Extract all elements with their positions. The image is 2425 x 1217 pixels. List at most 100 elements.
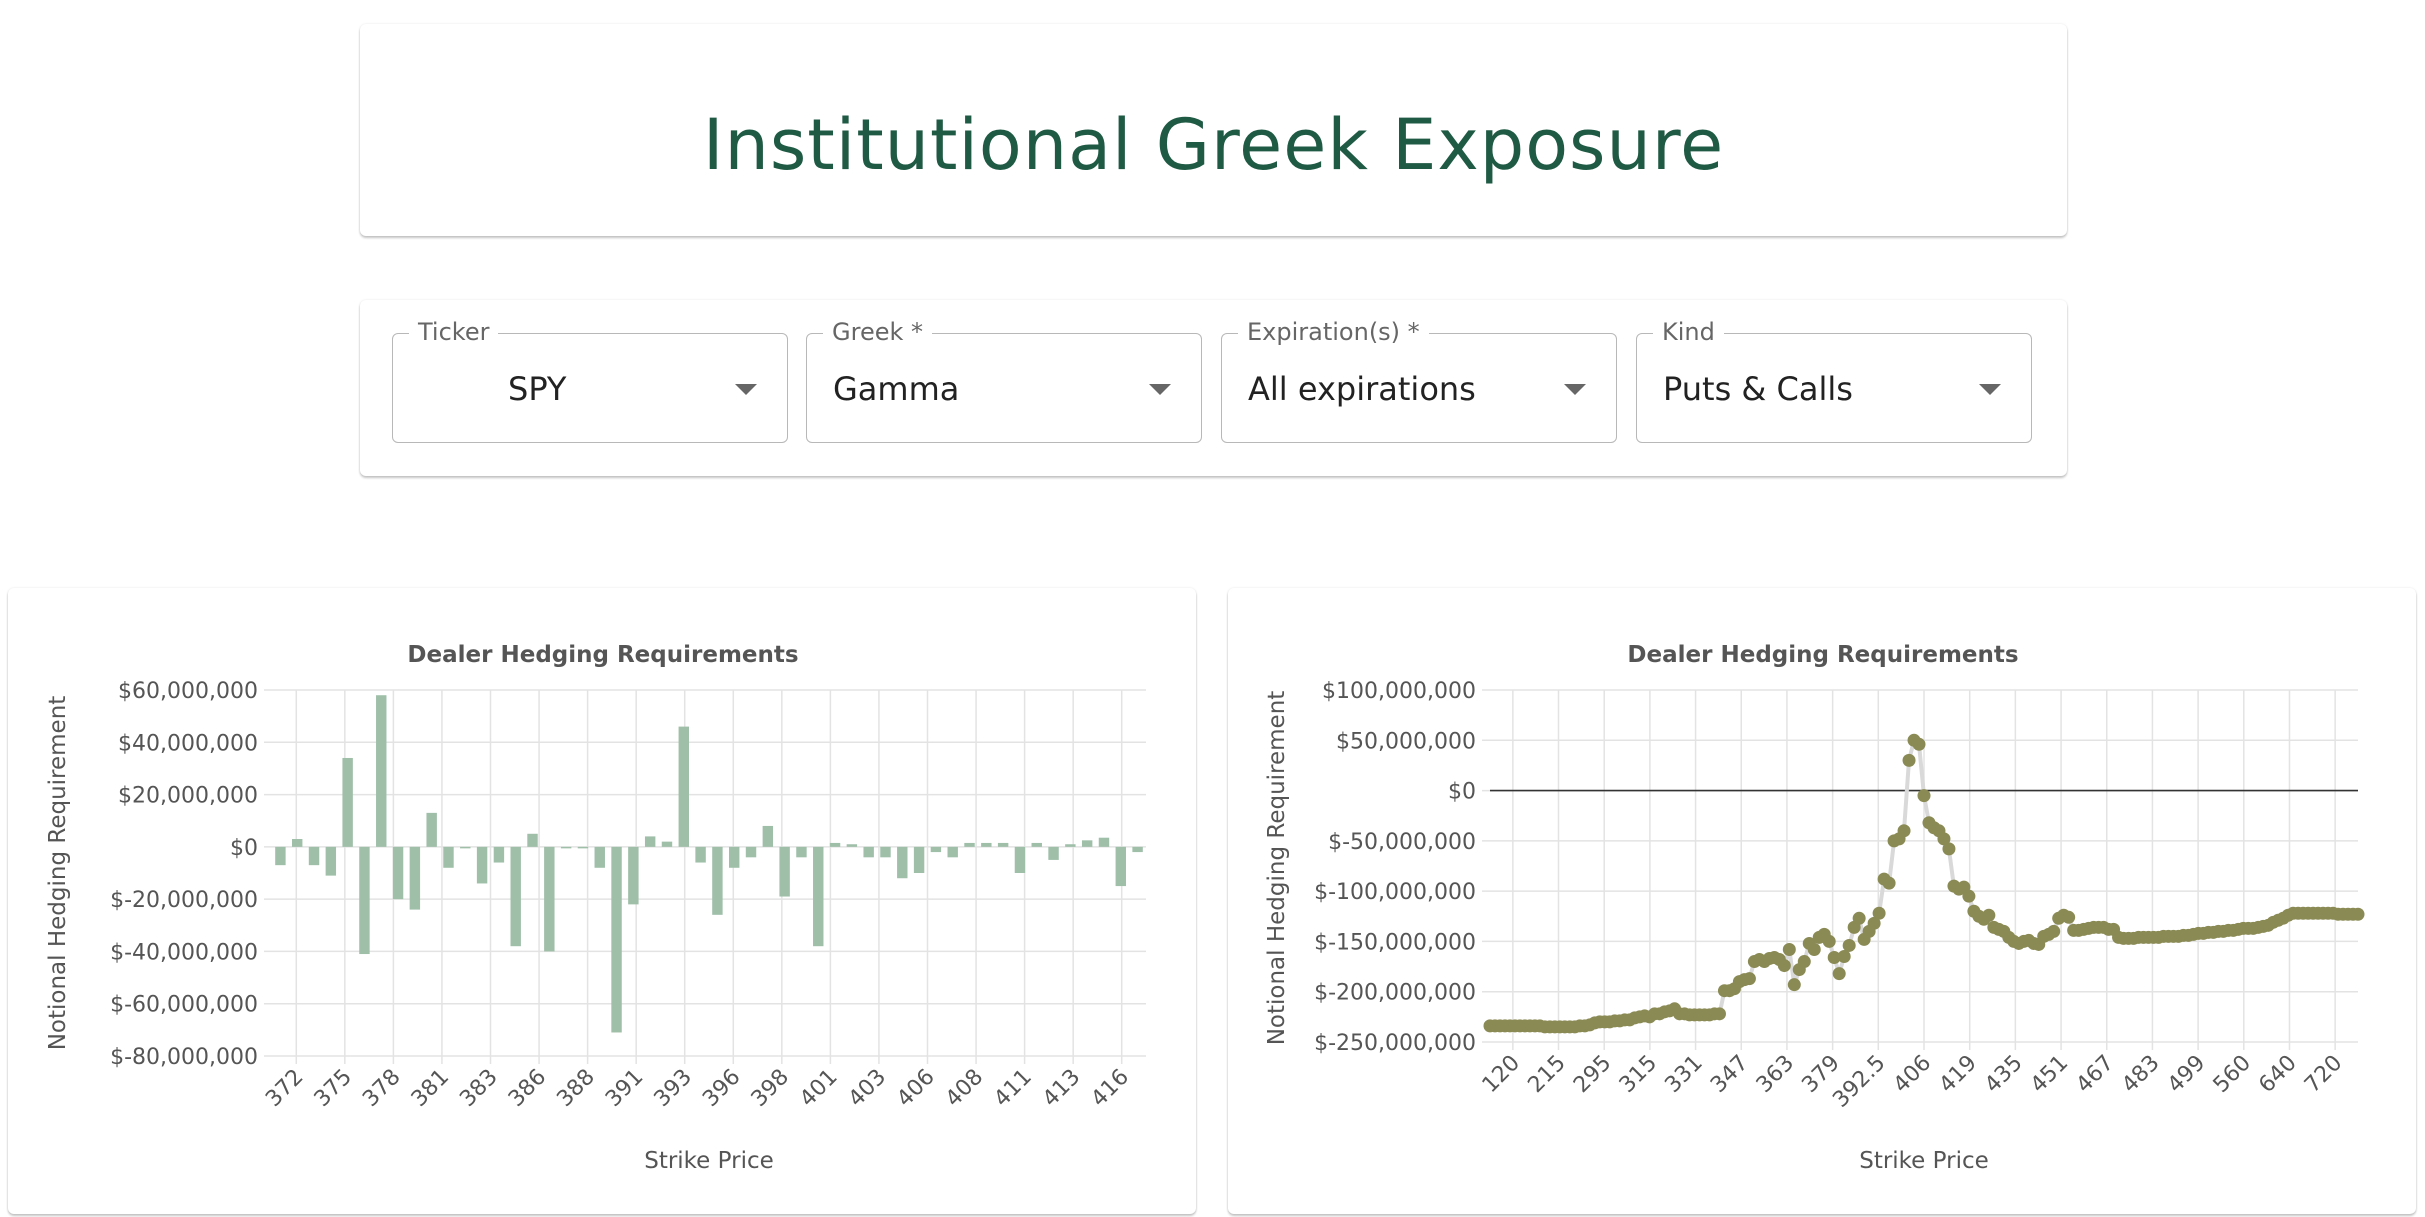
bar — [644, 836, 656, 847]
y-tick-label: $-250,000,000 — [1314, 1031, 1476, 1056]
bar — [846, 844, 858, 847]
bar — [712, 846, 723, 915]
y-tick-label: $20,000,000 — [118, 784, 258, 809]
x-tick-label: 388 — [552, 1065, 599, 1112]
data-point — [1872, 906, 1886, 920]
x-tick-label: 386 — [504, 1065, 551, 1112]
data-point — [1712, 1007, 1726, 1021]
data-point — [1897, 824, 1911, 838]
x-tick-label: 451 — [2026, 1051, 2073, 1098]
x-tick-label: 403 — [844, 1065, 891, 1112]
chart-title: Dealer Hedging Requirements — [1627, 642, 2018, 668]
x-tick-label: 408 — [941, 1065, 988, 1112]
bar — [594, 846, 605, 868]
bar — [1132, 846, 1143, 853]
y-tick-label: $-50,000,000 — [1328, 830, 1476, 855]
y-axis-label: Notional Hedging Requirement — [45, 696, 71, 1051]
y-tick-label: $50,000,000 — [1336, 729, 1476, 754]
greek-select-label: Greek * — [823, 318, 932, 346]
x-tick-label: 383 — [455, 1065, 502, 1112]
y-tick-label: $-80,000,000 — [110, 1045, 258, 1070]
ticker-select-value: SPY — [508, 370, 567, 408]
expiration-select-label: Expiration(s) * — [1238, 318, 1429, 346]
bar — [359, 846, 370, 955]
data-point — [1777, 959, 1791, 973]
bar — [745, 846, 757, 858]
bar — [729, 846, 740, 868]
ticker-select[interactable]: Ticker SPY — [392, 318, 788, 443]
x-tick-label: 378 — [358, 1065, 405, 1112]
bar — [476, 846, 488, 884]
page-title: Institutional Greek Exposure — [702, 104, 1725, 186]
x-tick-label: 467 — [2072, 1051, 2119, 1098]
bar — [1098, 837, 1110, 847]
x-tick-label: 560 — [2209, 1051, 2256, 1098]
chevron-down-icon — [1564, 384, 1586, 395]
bar — [813, 846, 824, 947]
y-tick-label: $-200,000,000 — [1314, 981, 1476, 1006]
x-tick-label: 392.5 — [1828, 1051, 1890, 1113]
y-axis-label: Notional Hedging Requirement — [1264, 691, 1290, 1046]
bar — [964, 842, 975, 847]
x-tick-label: 499 — [2163, 1051, 2210, 1098]
x-tick-label: 347 — [1706, 1051, 1753, 1098]
x-tick-label: 419 — [1935, 1051, 1982, 1098]
data-point — [1782, 942, 1796, 956]
data-point — [1917, 789, 1931, 803]
x-tick-label: 416 — [1087, 1065, 1134, 1112]
bar — [913, 846, 925, 873]
data-point — [2047, 924, 2061, 938]
data-point — [1962, 889, 1976, 903]
x-tick-label: 381 — [407, 1065, 454, 1112]
data-point — [1912, 737, 1926, 751]
bar — [426, 812, 437, 847]
bar — [392, 846, 404, 900]
bar — [376, 695, 387, 847]
x-tick-label: 315 — [1615, 1051, 1662, 1098]
data-point — [1797, 955, 1811, 969]
data-point — [1807, 942, 1821, 956]
bar — [628, 846, 639, 905]
expiration-select[interactable]: Expiration(s) * All expirations — [1221, 318, 1617, 443]
data-point — [1902, 753, 1916, 767]
x-axis-label: Strike Price — [1859, 1148, 1989, 1174]
chevron-down-icon — [1979, 384, 2001, 395]
data-point — [1832, 967, 1846, 981]
x-tick-label: 413 — [1038, 1065, 1085, 1112]
bar — [292, 839, 303, 847]
kind-select-label: Kind — [1653, 318, 1724, 346]
greek-select[interactable]: Greek * Gamma — [806, 318, 1202, 443]
x-tick-label: 393 — [650, 1065, 697, 1112]
greek-select-value: Gamma — [833, 370, 960, 408]
y-tick-label: $60,000,000 — [118, 679, 258, 704]
y-tick-label: $-20,000,000 — [110, 888, 258, 913]
kind-select-value: Puts & Calls — [1663, 370, 1853, 408]
y-tick-label: $-60,000,000 — [110, 993, 258, 1018]
kind-select[interactable]: Kind Puts & Calls — [1636, 318, 2032, 443]
bar — [275, 846, 286, 866]
x-tick-label: 120 — [1478, 1051, 1525, 1098]
bar — [577, 846, 589, 849]
x-tick-label: 640 — [2254, 1051, 2301, 1098]
bar — [409, 846, 421, 910]
x-tick-label: 391 — [601, 1065, 648, 1112]
bar — [308, 846, 320, 866]
bar — [897, 846, 908, 879]
data-point — [1942, 842, 1956, 856]
bar — [880, 846, 891, 858]
y-tick-label: $0 — [1448, 780, 1476, 805]
expiration-select-value: All expirations — [1248, 370, 1476, 408]
data-point — [1837, 950, 1851, 964]
data-point — [1827, 951, 1841, 965]
bar — [611, 846, 622, 1033]
bar — [325, 846, 337, 876]
data-point — [1742, 972, 1756, 986]
data-point — [2062, 910, 2076, 924]
x-tick-label: 483 — [2117, 1051, 2164, 1098]
y-tick-label: $100,000,000 — [1322, 679, 1476, 704]
bar — [1081, 840, 1093, 847]
bar-chart-card: $60,000,000 $40,000,000 $20,000,000 $0 $-20,… — [8, 588, 1196, 1214]
bar — [443, 846, 454, 868]
bar — [460, 846, 471, 849]
bar-chart: $60,000,000 $40,000,000 $20,000,000 $0 $-20,… — [45, 642, 1146, 1174]
